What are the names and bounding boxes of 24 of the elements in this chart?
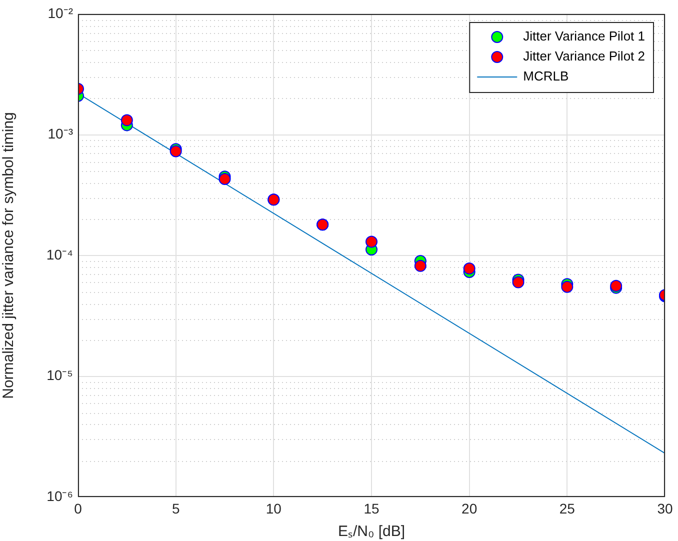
y-tick-label: 10⁻⁵ [46, 367, 73, 384]
point [120, 114, 133, 126]
y-tick-label: 10⁻⁶ [46, 488, 73, 504]
y-tick-label: 10⁻³ [48, 126, 74, 142]
point [561, 280, 574, 293]
point [366, 236, 378, 248]
point [218, 173, 231, 186]
point [512, 276, 524, 288]
x-tick-label: 15 [364, 500, 380, 516]
legend-label: MCRLB [523, 68, 569, 84]
y-tick-label: 10⁻⁴ [46, 246, 73, 262]
x-tick-label: 5 [172, 500, 180, 516]
y-tick-label: 10⁻² [48, 4, 74, 21]
legend-label: Jitter Variance Pilot 1 [523, 28, 646, 44]
point [463, 262, 476, 275]
legend-label: Jitter Variance Pilot 2 [523, 48, 646, 64]
y-axis-title: Normalized jitter variance for symbol timing [0, 112, 18, 399]
point [414, 260, 426, 272]
x-axis-title: Eₛ/N₀ [dB] [338, 523, 406, 540]
x-tick-label: 20 [462, 500, 478, 516]
x-tick-label: 30 [657, 500, 673, 516]
x-tick-label: 0 [74, 500, 82, 516]
x-tick-label: 25 [559, 500, 576, 516]
x-tick-label: 10 [266, 500, 282, 516]
